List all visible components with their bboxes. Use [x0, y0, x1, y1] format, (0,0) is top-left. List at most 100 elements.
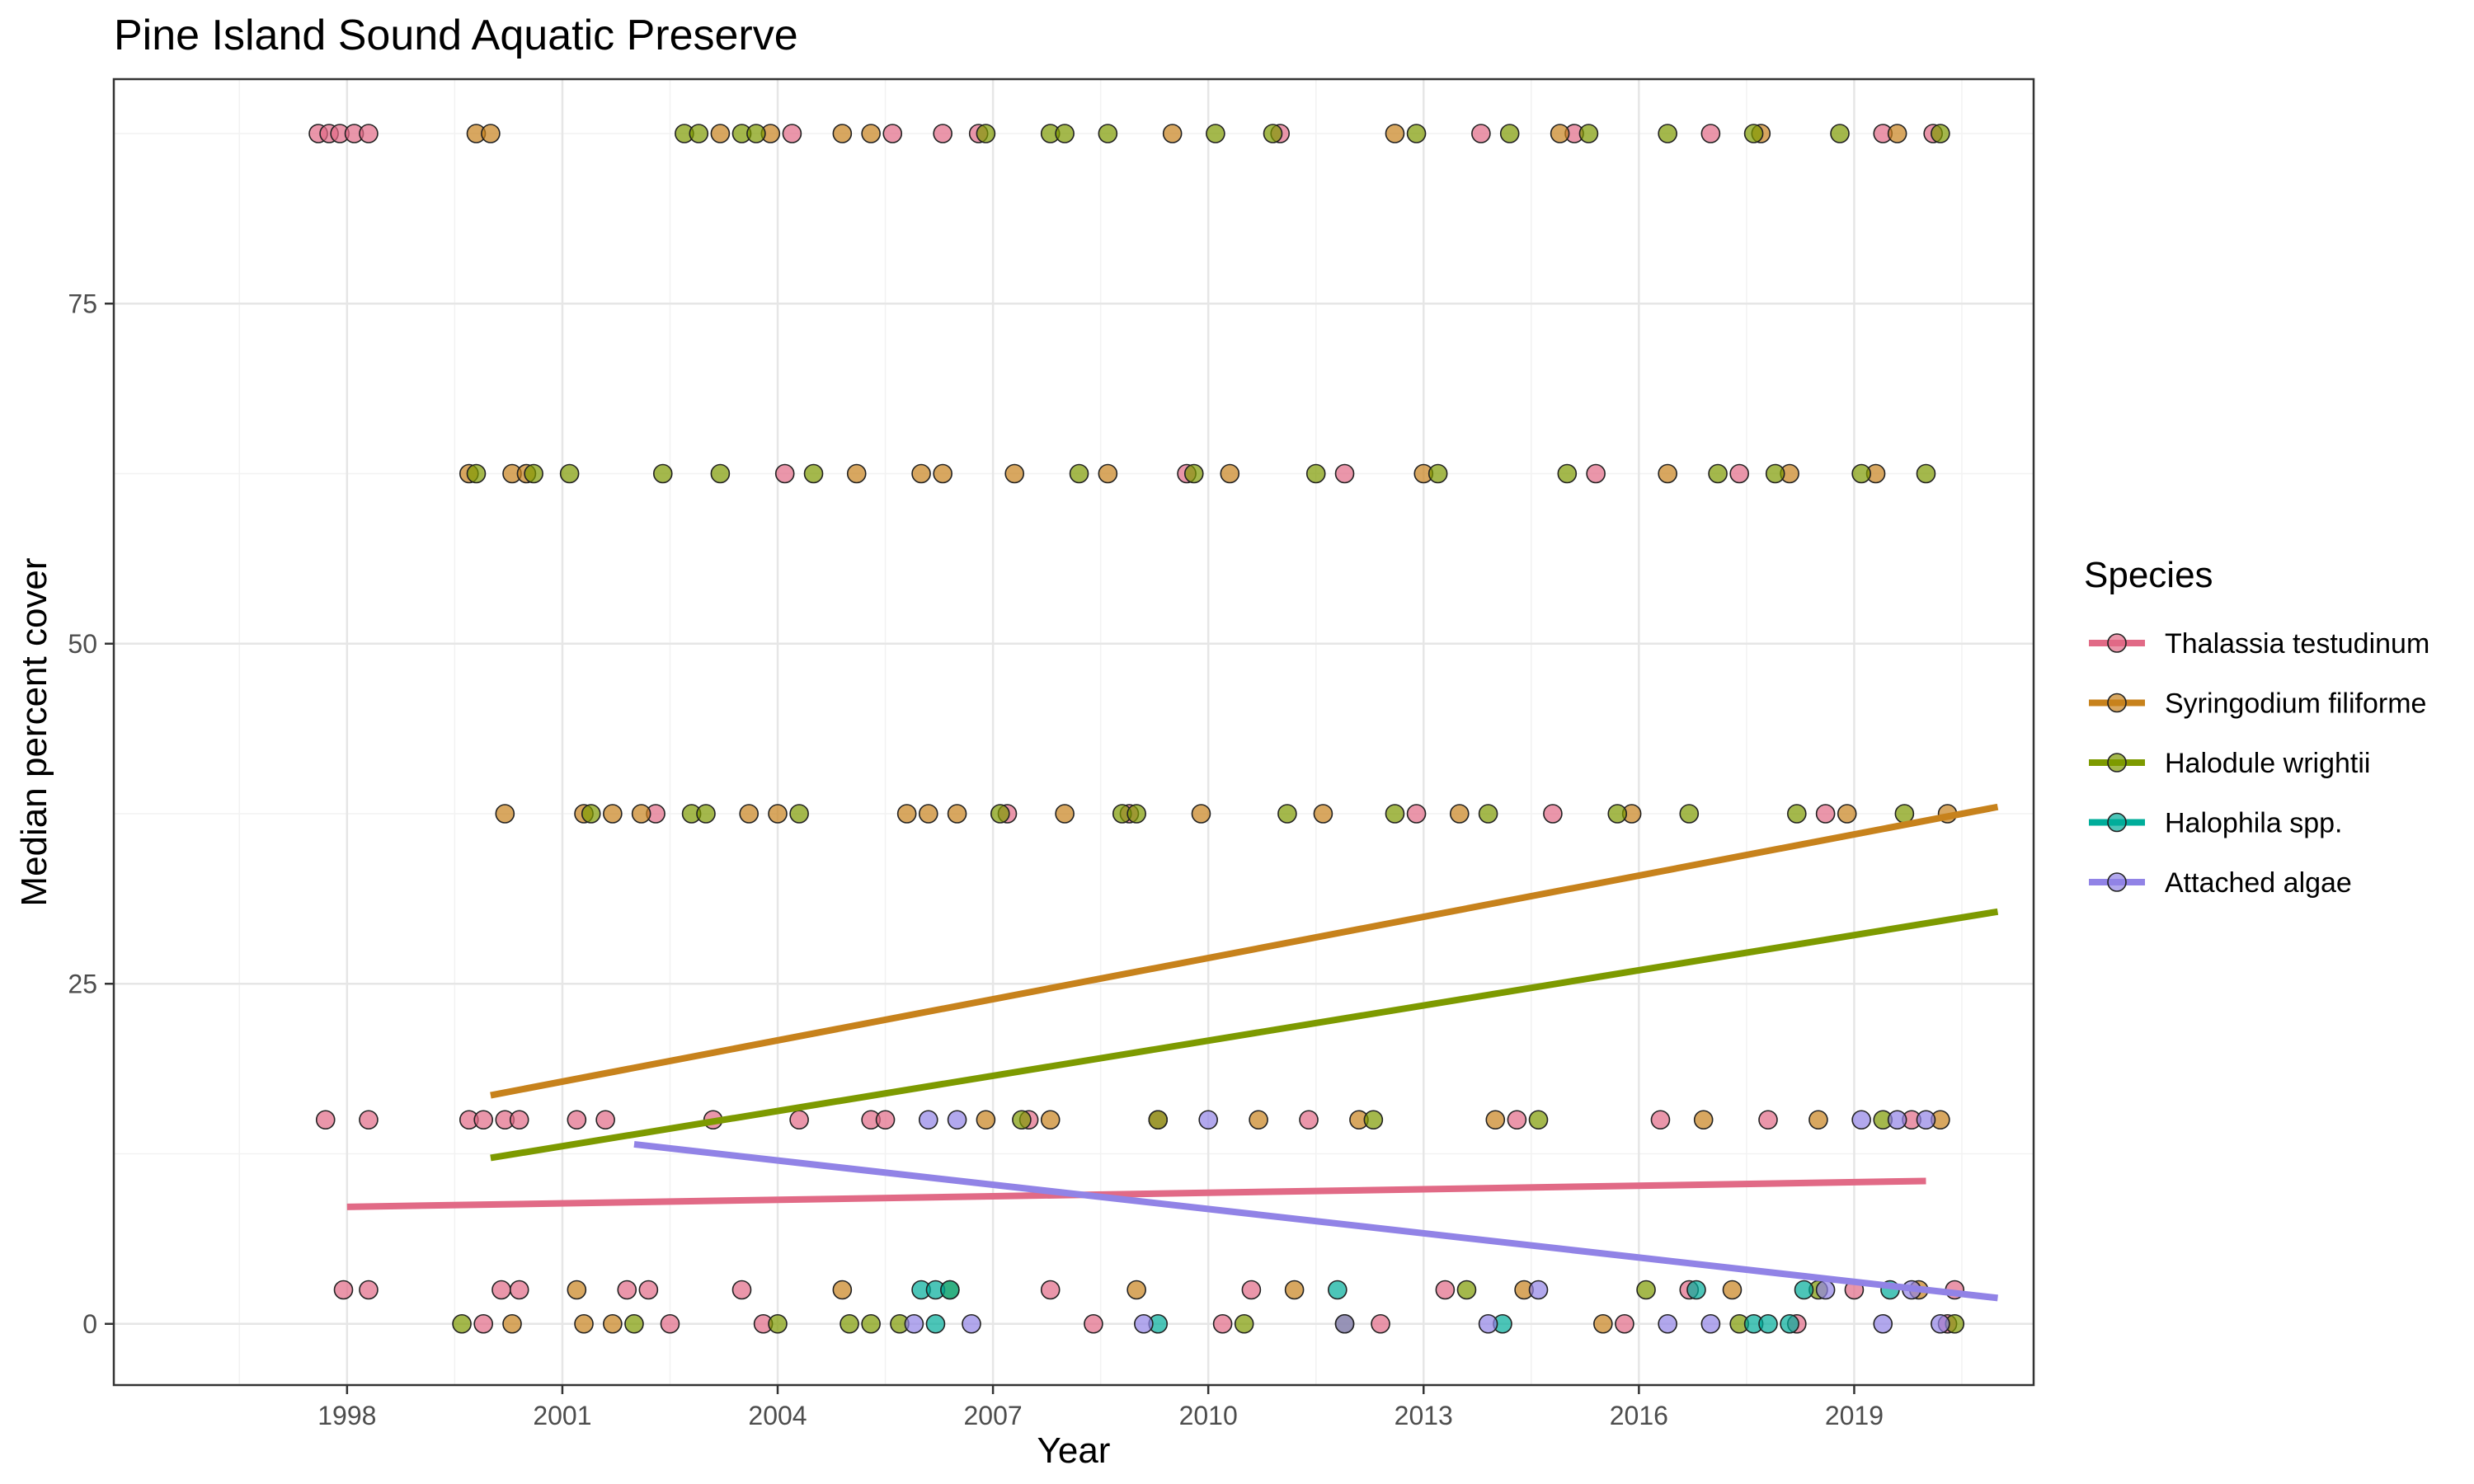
- trend-line: [633, 1140, 1998, 1302]
- trend-line: [490, 908, 1999, 1162]
- data-point: [1485, 1110, 1506, 1130]
- data-point: [1658, 463, 1677, 484]
- legend-key-point: [2107, 812, 2127, 833]
- data-point: [359, 124, 379, 143]
- data-point: [1183, 463, 1204, 484]
- data-point: [861, 124, 881, 143]
- data-point: [1743, 124, 1764, 143]
- data-point: [1729, 463, 1749, 484]
- data-point: [1406, 804, 1427, 824]
- x-tick-label: 2013: [1395, 1401, 1453, 1430]
- data-point: [789, 804, 809, 824]
- data-point: [803, 463, 824, 484]
- data-point: [359, 1110, 379, 1130]
- data-point: [1658, 124, 1677, 143]
- data-point: [1693, 1110, 1714, 1130]
- data-point: [1241, 1280, 1262, 1300]
- data-point: [696, 804, 716, 824]
- x-tick-label: 2016: [1610, 1401, 1668, 1430]
- series-points: [904, 1110, 1950, 1334]
- data-point: [768, 1313, 788, 1334]
- data-point: [1607, 804, 1628, 824]
- data-point: [1787, 804, 1807, 824]
- data-point: [1305, 463, 1326, 484]
- data-point: [1543, 804, 1563, 824]
- data-point: [1686, 1280, 1706, 1300]
- data-point: [1808, 1110, 1828, 1130]
- data-point: [918, 804, 938, 824]
- data-point: [1887, 1110, 1907, 1130]
- data-point: [652, 463, 673, 484]
- data-point: [904, 1313, 924, 1334]
- data-point: [1263, 124, 1283, 143]
- data-point: [1615, 1313, 1634, 1334]
- data-point: [1371, 1313, 1390, 1334]
- data-point: [1550, 124, 1570, 143]
- data-point: [739, 804, 759, 824]
- data-point: [452, 1313, 472, 1334]
- data-point: [603, 804, 623, 824]
- series-points: [911, 1280, 1900, 1334]
- data-point: [1212, 1313, 1233, 1334]
- data-point: [1299, 1110, 1319, 1130]
- legend: Species Thalassia testudinum Syringodium …: [2084, 555, 2429, 899]
- data-point: [1658, 1313, 1677, 1334]
- legend-label: Syringodium filiforme: [2165, 688, 2426, 720]
- legend-entry: Halodule wrightii: [2089, 748, 2370, 779]
- data-point: [466, 463, 487, 484]
- data-point: [1478, 1313, 1498, 1334]
- data-point: [1758, 1110, 1778, 1130]
- data-point: [1931, 124, 1950, 143]
- data-point: [1363, 1110, 1384, 1130]
- data-point: [1815, 1280, 1836, 1300]
- data-point: [1069, 463, 1089, 484]
- data-point: [1708, 463, 1728, 484]
- y-tick-label: 50: [68, 629, 97, 659]
- data-point: [1004, 463, 1025, 484]
- data-point: [1593, 1313, 1613, 1334]
- data-point: [1040, 1110, 1061, 1130]
- data-point: [1650, 1110, 1671, 1130]
- data-point: [846, 463, 867, 484]
- data-point: [574, 1313, 594, 1334]
- data-point: [1098, 463, 1118, 484]
- data-point: [832, 124, 853, 143]
- data-point: [1679, 804, 1700, 824]
- legend-entry: Thalassia testudinum: [2089, 628, 2429, 660]
- data-point: [925, 1313, 946, 1334]
- data-point: [1328, 1280, 1348, 1300]
- data-point: [1449, 804, 1470, 824]
- y-tick-label: 25: [68, 969, 97, 998]
- data-point: [1507, 1110, 1527, 1130]
- data-point: [1334, 463, 1355, 484]
- y-tick-label: 0: [82, 1309, 97, 1339]
- data-point: [495, 804, 515, 824]
- data-point: [976, 124, 996, 143]
- data-point: [559, 463, 580, 484]
- data-point: [911, 463, 931, 484]
- data-point: [1471, 124, 1491, 143]
- data-point: [581, 804, 601, 824]
- data-point: [1586, 463, 1606, 484]
- data-point: [1851, 463, 1871, 484]
- axes: 1998 2001 2004 2007 2010 2013 2016 2019 0 25 50 75: [68, 289, 1884, 1430]
- data-point: [1134, 1313, 1154, 1334]
- data-point: [509, 1280, 529, 1300]
- data-point: [947, 1110, 967, 1130]
- data-point: [875, 1110, 896, 1130]
- data-point: [524, 463, 543, 484]
- data-point: [789, 1110, 809, 1130]
- trend-lines: [346, 803, 1999, 1302]
- data-point: [1126, 1280, 1146, 1300]
- y-axis-title: Median percent cover: [14, 557, 54, 906]
- data-point: [1578, 124, 1599, 143]
- data-point: [1794, 1280, 1814, 1300]
- data-point: [509, 1110, 529, 1130]
- data-point: [567, 1280, 587, 1300]
- data-point: [1499, 124, 1520, 143]
- data-point: [1478, 804, 1498, 824]
- data-point: [896, 804, 917, 824]
- data-point: [1055, 804, 1075, 824]
- data-point: [882, 124, 903, 143]
